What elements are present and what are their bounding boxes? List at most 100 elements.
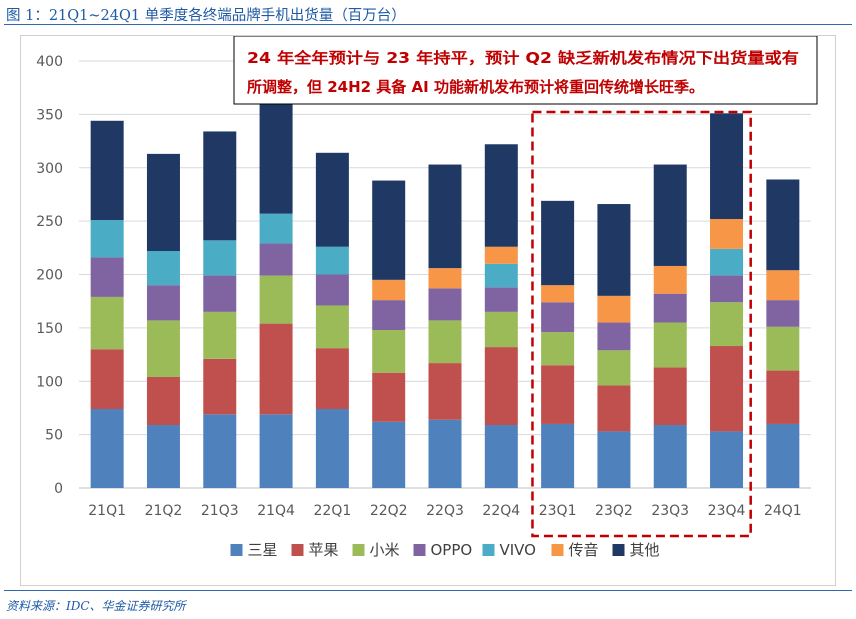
bar-segment	[710, 218, 744, 249]
bar-segment	[484, 263, 518, 288]
bar-segment	[428, 268, 462, 289]
bar-segment	[203, 240, 237, 276]
bar-segment	[766, 300, 800, 327]
y-tick-label: 0	[54, 481, 63, 497]
bar-segment	[766, 423, 800, 488]
bar-segment	[315, 409, 349, 488]
bar-segment	[484, 287, 518, 312]
bar-segment	[541, 200, 575, 286]
bar-segment	[372, 330, 406, 373]
bar-segment	[541, 302, 575, 333]
bar-segment	[372, 180, 406, 280]
legend-swatch	[352, 544, 365, 556]
bar-segment	[203, 311, 237, 359]
bar-segment	[90, 120, 124, 221]
bar-segment	[315, 305, 349, 349]
legend-label: 苹果	[309, 541, 339, 559]
bar-segment	[146, 153, 180, 252]
bar-segment	[653, 293, 687, 323]
annotation-line-1: 24 年全年预计与 23 年持平，预计 Q2 缺乏新机发布情况下出货量或有	[247, 49, 799, 67]
legend-label: 其他	[630, 541, 660, 559]
legend-swatch	[413, 544, 426, 556]
y-tick-label: 200	[36, 268, 63, 284]
x-tick-label: 23Q2	[595, 503, 633, 519]
bar-segment	[710, 248, 744, 276]
bar-segment	[597, 385, 631, 432]
bar-segment	[146, 285, 180, 321]
y-tick-label: 300	[36, 161, 63, 177]
bar-segment	[315, 246, 349, 275]
legend-swatch	[482, 544, 495, 556]
bar-segment	[259, 97, 293, 214]
bar-segment	[146, 376, 180, 426]
bar-segment	[259, 414, 293, 488]
y-tick-label: 100	[36, 374, 63, 390]
bar-segment	[428, 320, 462, 364]
bar-segment	[372, 300, 406, 331]
bar-segment	[203, 414, 237, 488]
x-tick-label: 21Q4	[257, 503, 295, 519]
bar-segment	[710, 113, 744, 219]
bar-segment	[766, 370, 800, 424]
y-tick-label: 350	[36, 107, 63, 123]
bar-segment	[653, 425, 687, 488]
x-tick-label: 22Q4	[482, 503, 520, 519]
bar-segment	[541, 332, 575, 366]
bar-segment	[484, 246, 518, 264]
bar-segment	[259, 243, 293, 276]
x-tick-label: 24Q1	[764, 503, 802, 519]
legend-label: OPPO	[431, 541, 473, 559]
bar-segment	[484, 311, 518, 348]
bar-segment	[315, 274, 349, 306]
y-tick-label: 150	[36, 321, 63, 337]
figure-title: 图 1：21Q1~24Q1 单季度各终端品牌手机出货量（百万台）	[6, 8, 406, 24]
x-tick-label: 22Q3	[426, 503, 464, 519]
annotation-line-2: 所调整，但 24H2 具备 AI 功能新机发布预计将重回传统增长旺季。	[247, 78, 704, 96]
x-tick-label: 22Q1	[314, 503, 352, 519]
legend-label: 传音	[569, 541, 599, 559]
bar-segment	[90, 296, 124, 350]
legend-swatch	[612, 544, 625, 556]
bar-segment	[259, 323, 293, 415]
bars	[90, 97, 800, 488]
y-tick-label: 50	[45, 428, 63, 444]
bar-segment	[372, 372, 406, 422]
bar-segment	[372, 421, 406, 488]
bar-segment	[766, 326, 800, 371]
x-tick-label: 22Q2	[370, 503, 408, 519]
footer-rule	[4, 590, 852, 591]
bar-segment	[428, 419, 462, 488]
bar-segment	[766, 179, 800, 271]
x-axis-ticks: 21Q1 21Q2 21Q3 21Q4 22Q1 22Q2 22Q3 22Q4 23Q1 23Q2…	[88, 503, 801, 519]
bar-segment	[203, 358, 237, 415]
y-tick-label: 250	[36, 214, 63, 230]
bar-segment	[372, 279, 406, 301]
bar-segment	[597, 431, 631, 488]
bar-segment	[710, 431, 744, 488]
header-rule	[4, 24, 852, 25]
bar-segment	[428, 164, 462, 269]
x-tick-label: 23Q3	[651, 503, 689, 519]
y-tick-label: 400	[36, 54, 63, 70]
bar-segment	[766, 270, 800, 301]
legend-label: VIVO	[500, 541, 537, 559]
x-tick-label: 21Q1	[88, 503, 126, 519]
bar-segment	[653, 164, 687, 266]
bar-segment	[541, 365, 575, 424]
legend-swatch	[230, 544, 243, 556]
bar-segment	[428, 363, 462, 420]
bar-segment	[315, 152, 349, 247]
annotation-callout: 24 年全年预计与 23 年持平，预计 Q2 缺乏新机发布情况下出货量或有 所调…	[233, 35, 818, 105]
source-note: 资料来源：IDC、华金证券研究所	[6, 599, 186, 613]
bar-segment	[653, 367, 687, 426]
legend: 三星 苹果 小米 OPPO VIVO 传音 其他	[230, 541, 660, 559]
legend-swatch	[551, 544, 564, 556]
bar-segment	[259, 275, 293, 324]
bar-segment	[653, 322, 687, 368]
highlight-box	[531, 110, 752, 538]
bar-segment	[710, 346, 744, 432]
annotation-box	[233, 35, 818, 105]
bar-segment	[597, 204, 631, 296]
legend-swatch	[291, 544, 304, 556]
legend-label: 小米	[370, 541, 400, 559]
